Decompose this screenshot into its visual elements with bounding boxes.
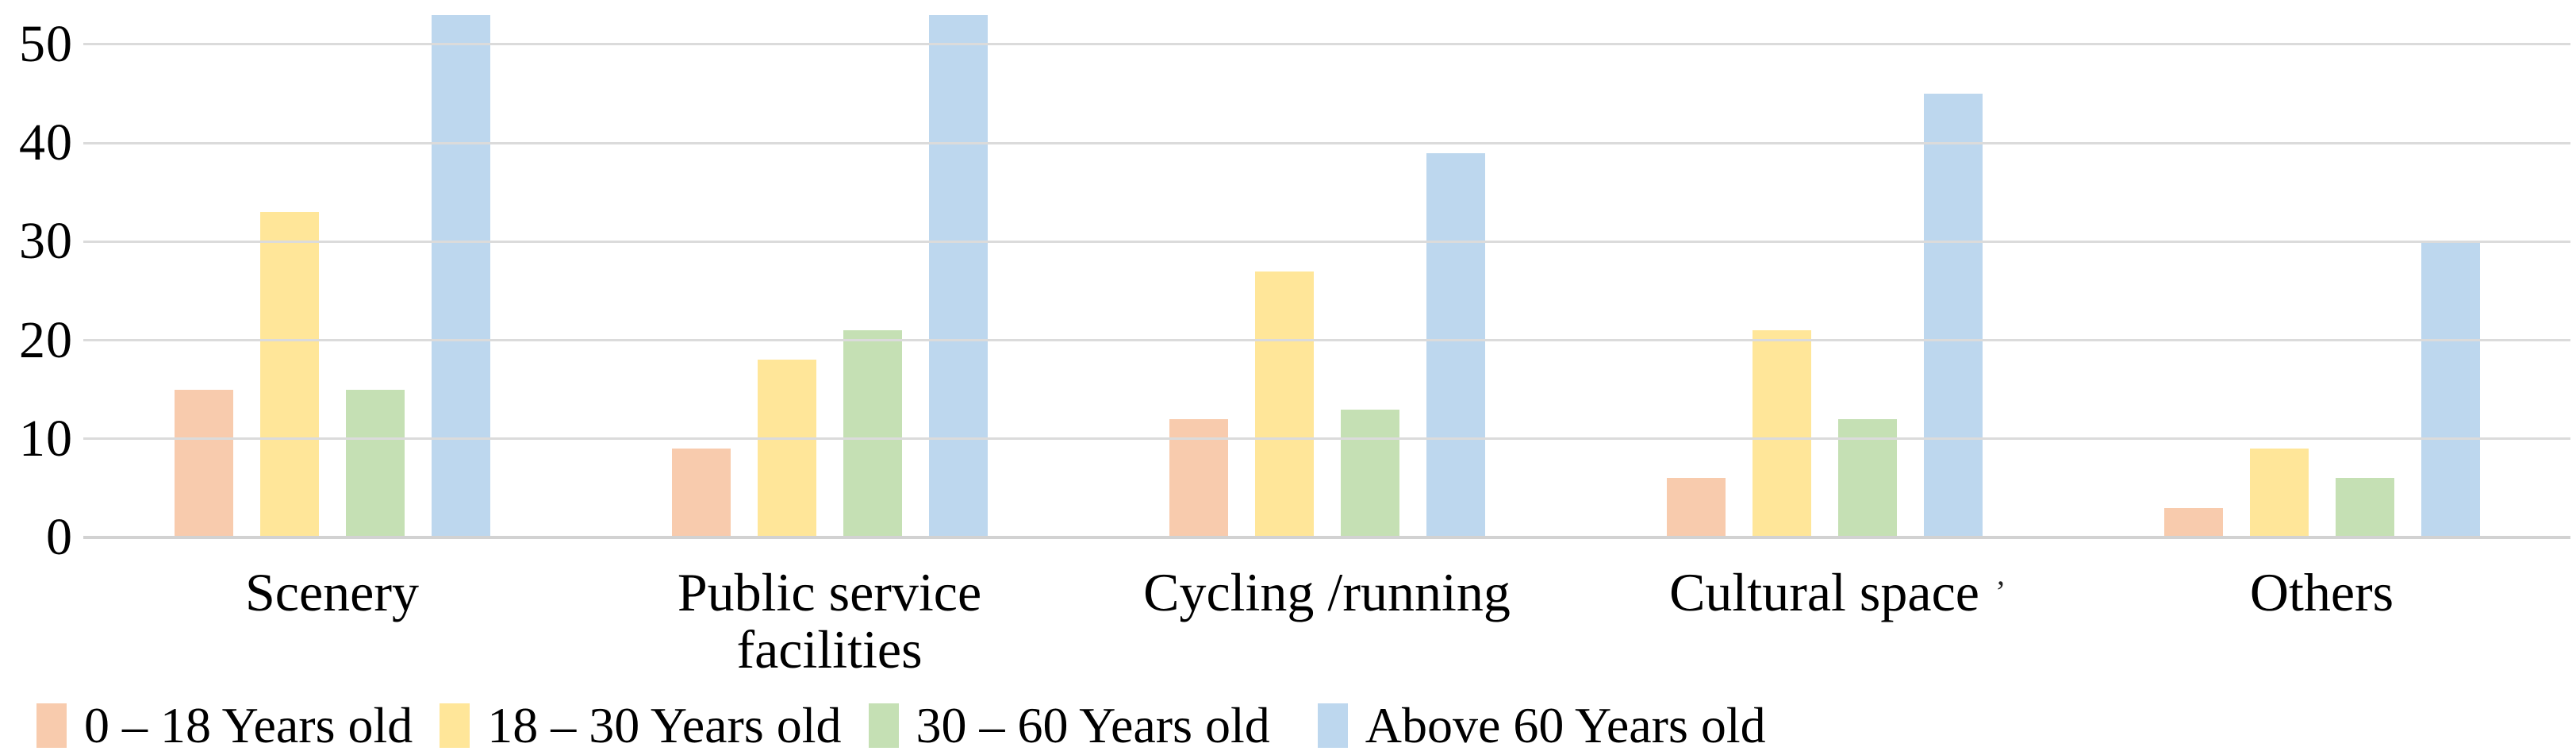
stray-mark: ’	[1995, 574, 2006, 610]
legend-item-1: 18 – 30 Years old	[440, 697, 842, 751]
bar-series1-cat4	[2249, 449, 2309, 537]
bar-series0-cat0	[174, 389, 233, 537]
y-tick-label-40: 40	[19, 114, 73, 172]
legend-swatch-3	[1317, 703, 1348, 748]
gridline-40	[83, 141, 2570, 144]
bar-series2-cat2	[1340, 409, 1399, 537]
category-label-2: Cycling /running	[1143, 562, 1511, 622]
legend-item-2: 30 – 60 Years old	[868, 697, 1270, 751]
gridline-20	[83, 339, 2570, 342]
bar-series3-cat0	[431, 14, 490, 537]
bar-series3-cat1	[928, 14, 988, 537]
bar-series3-cat2	[1426, 152, 1485, 537]
x-axis-category-labels: Scenery Public service facilities Cycling …	[83, 564, 2570, 678]
plot-area	[83, 0, 2570, 539]
bar-series2-cat4	[2335, 478, 2394, 537]
bar-series1-cat3	[1752, 330, 1811, 537]
legend-label-2: 30 – 60 Years old	[916, 697, 1270, 751]
bar-group-2	[1078, 0, 1576, 537]
category-label-4: Others	[2249, 562, 2394, 622]
bar-series1-cat2	[1254, 271, 1314, 537]
bar-series0-cat4	[2163, 507, 2223, 537]
bar-group-1	[581, 0, 1078, 537]
bar-series0-cat1	[671, 449, 731, 537]
bar-series3-cat4	[2421, 241, 2480, 537]
legend-item-0: 0 – 18 Years old	[36, 700, 413, 751]
bar-series3-cat3	[1923, 94, 1983, 537]
legend: 0 – 18 Years old 18 – 30 Years old 30 – 60…	[36, 700, 1793, 751]
gridline-50	[83, 43, 2570, 46]
legend-swatch-0	[36, 703, 67, 748]
bar-series2-cat1	[843, 330, 902, 537]
bar-series2-cat0	[345, 389, 405, 537]
legend-label-0: 0 – 18 Years old	[84, 697, 413, 751]
bar-groups	[83, 0, 2570, 537]
bar-group-4	[2073, 0, 2570, 537]
category-label-3: Cultural space	[1669, 562, 1979, 622]
bar-series0-cat3	[1666, 478, 1726, 537]
bar-group-3	[1576, 0, 2073, 537]
legend-swatch-2	[868, 703, 899, 748]
category-label-1: Public service facilities	[677, 562, 982, 680]
y-tick-label-50: 50	[19, 14, 73, 73]
legend-swatch-1	[440, 703, 470, 748]
category-label-0: Scenery	[244, 562, 419, 622]
legend-item-3: Above 60 Years old	[1317, 697, 1766, 751]
legend-label-1: 18 – 30 Years old	[487, 697, 842, 751]
y-axis: 0 10 20 30 40 50	[0, 0, 73, 563]
y-tick-label-30: 30	[19, 212, 73, 271]
bar-group-0	[83, 0, 581, 537]
legend-label-3: Above 60 Years old	[1365, 697, 1766, 751]
x-axis-line	[83, 536, 2570, 539]
gridline-30	[83, 240, 2570, 243]
y-tick-label-10: 10	[19, 409, 73, 468]
y-tick-label-0: 0	[46, 508, 73, 566]
gridline-10	[83, 437, 2570, 441]
bar-series1-cat1	[757, 360, 816, 537]
y-tick-label-20: 20	[19, 310, 73, 369]
bar-series1-cat0	[259, 212, 319, 537]
